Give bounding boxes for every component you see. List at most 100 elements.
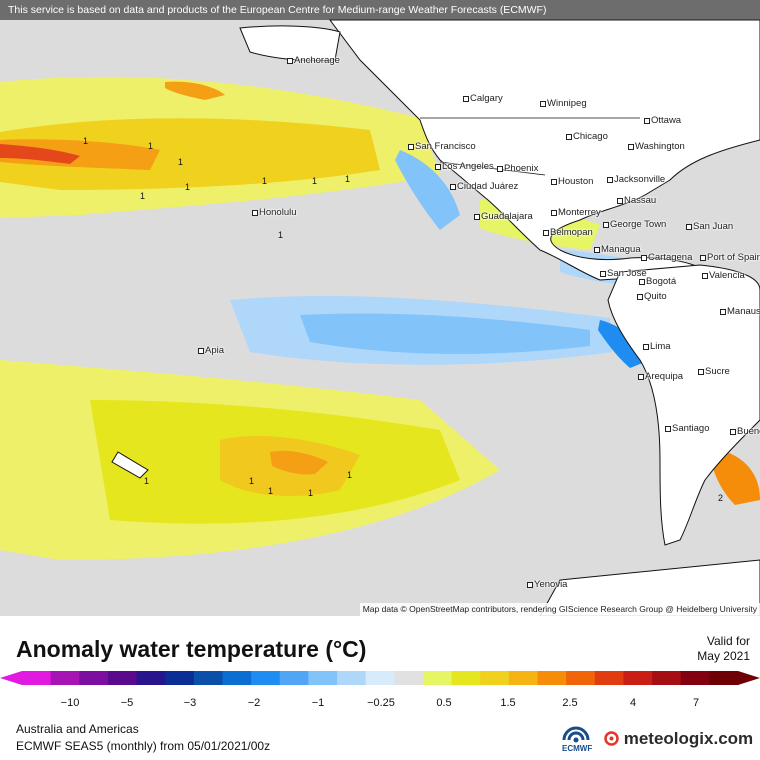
warm-spot-northwest xyxy=(0,139,160,170)
contour-label: 1 xyxy=(262,176,268,186)
city-label: San Francisco xyxy=(408,141,476,152)
valid-for: Valid for May 2021 xyxy=(697,634,750,664)
colorbar-arrow-high xyxy=(738,671,760,685)
colorbar-swatch xyxy=(365,671,395,685)
region-label: Australia and Americas xyxy=(16,722,139,736)
city-label: Sucre xyxy=(698,366,730,377)
contour-label: 1 xyxy=(312,176,318,186)
legend-title: Anomaly water temperature (°C) xyxy=(16,636,367,662)
colorbar-swatch xyxy=(709,671,739,685)
meteologix-logo-text: meteologix.com xyxy=(623,729,754,748)
contour-label: 1 xyxy=(347,470,353,480)
city-label: San Juan xyxy=(685,221,734,232)
city-label: Calgary xyxy=(463,93,503,104)
colorbar-swatch xyxy=(79,671,109,685)
colorbar-arrow-low xyxy=(0,671,22,685)
city-label: Los Angeles xyxy=(435,161,494,172)
city-label: Lima xyxy=(643,341,671,352)
valid-label: Valid for xyxy=(706,634,750,648)
ecmwf-globe-icon xyxy=(562,726,590,743)
colorbar-swatch xyxy=(193,671,223,685)
colorbar-swatch xyxy=(623,671,653,685)
city-label: Anchorage xyxy=(287,55,340,66)
colorbar-swatch xyxy=(422,671,453,685)
land-south-america xyxy=(607,264,760,546)
city-label: Phoenix xyxy=(496,163,539,174)
meteologix-logo[interactable]: meteologix.com xyxy=(604,729,753,749)
colorbar-swatch xyxy=(279,671,309,685)
model-run-label: ECMWF SEAS5 (monthly) from 05/01/2021/00… xyxy=(16,739,271,753)
warm-spot-north xyxy=(165,81,225,100)
meteologix-swirl-icon xyxy=(604,731,619,746)
colorbar-tick-label: −2 xyxy=(247,697,261,709)
map-attribution[interactable]: Map data © OpenStreetMap contributors, r… xyxy=(359,603,760,616)
colorbar-tick-label: 4 xyxy=(629,697,637,709)
land-alaska xyxy=(239,25,341,62)
colorbar-tick-label: −10 xyxy=(60,697,80,709)
hot-spot-northwest xyxy=(0,144,80,164)
city-label: Quito xyxy=(637,291,667,302)
city-label: Santiago xyxy=(665,423,710,434)
ecmwf-logo[interactable]: ECMWF xyxy=(558,722,594,756)
city-label: Honolulu xyxy=(252,207,297,218)
city-label: Port of Spain xyxy=(700,252,760,263)
colorbar-swatch xyxy=(251,671,281,685)
colorbar-swatch xyxy=(508,671,539,685)
colorbar-swatch xyxy=(594,671,624,685)
contour-label: 2 xyxy=(718,493,724,503)
colorbar-swatch xyxy=(680,671,710,685)
colorbar-tick-label: −5 xyxy=(120,697,134,709)
colorbar-swatch xyxy=(652,671,682,685)
land-new-zealand xyxy=(111,451,149,479)
colorbar-swatch xyxy=(22,671,52,685)
colorbar-tick-label: −3 xyxy=(183,697,197,709)
city-label: Nassau xyxy=(616,195,657,206)
city-label: Apia xyxy=(197,345,225,356)
contour-label: 1 xyxy=(148,141,154,151)
city-label: Jacksonville xyxy=(606,174,666,185)
colorbar-tick-label: 0.5 xyxy=(436,697,452,709)
city-label: Buenos Aires xyxy=(730,426,760,437)
colorbar-swatch xyxy=(394,671,424,685)
contour-label: 1 xyxy=(178,157,184,167)
colorbar-tick-label: 1.5 xyxy=(500,697,516,709)
city-label: Bogotá xyxy=(638,276,677,287)
contour-label: 1 xyxy=(140,191,146,201)
city-label: Chicago xyxy=(566,131,608,142)
colorbar-swatch xyxy=(107,671,138,685)
colorbar-swatch xyxy=(566,671,596,685)
colorbar-ticks: −10 −5 −3 −2 −1 −0.25 0.5 1.5 2.5 4 7 xyxy=(0,697,760,713)
city-label: Ciudad Juárez xyxy=(449,181,519,192)
city-label: San José xyxy=(600,268,647,279)
city-label: Arequipa xyxy=(637,371,684,382)
contour-label: 1 xyxy=(308,488,314,498)
city-label: Manaus xyxy=(720,306,760,317)
colorbar-swatch xyxy=(165,671,195,685)
ecmwf-logo-label: ECMWF xyxy=(562,744,593,753)
colorbar-tick-label: −1 xyxy=(311,697,325,709)
colorbar-swatch xyxy=(50,671,80,685)
valid-date: May 2021 xyxy=(697,649,750,663)
city-label: Valencia xyxy=(702,270,745,281)
land-border-us-mexico xyxy=(439,161,546,176)
city-label: Belmopan xyxy=(543,227,593,238)
city-label: Houston xyxy=(550,176,594,187)
city-label: George Town xyxy=(602,219,667,230)
anomaly-map xyxy=(0,19,760,616)
warm-spot-south-core xyxy=(270,450,328,475)
map-panel[interactable]: This service is based on data and produc… xyxy=(0,0,760,616)
colorbar-swatch xyxy=(308,671,338,685)
colorbar-swatch xyxy=(136,671,166,685)
warm-patch-argentina xyxy=(712,450,760,505)
contour-label: 1 xyxy=(83,136,89,146)
city-label: Yenovia xyxy=(526,579,568,590)
city-label: Washington xyxy=(628,141,685,152)
city-label: Winnipeg xyxy=(540,98,587,109)
colorbar-swatch xyxy=(222,671,252,685)
contour-label: 1 xyxy=(278,230,284,240)
city-label: Managua xyxy=(594,244,641,255)
contour-label: 1 xyxy=(185,182,191,192)
city-label: Ottawa xyxy=(643,115,682,126)
city-label: Cartagena xyxy=(640,252,693,263)
contour-label: 1 xyxy=(144,476,150,486)
